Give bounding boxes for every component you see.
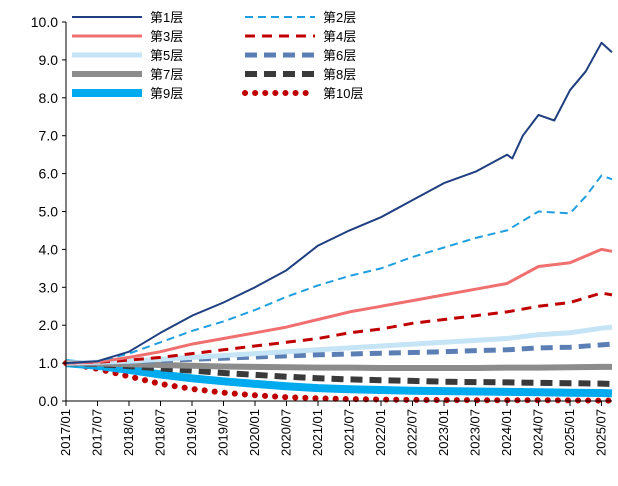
legend-label-5: 第5层 [150, 48, 183, 63]
x-tick-label: 2025/07 [594, 409, 609, 456]
x-tick-label: 2024/07 [531, 409, 546, 456]
x-tick-label: 2025/01 [562, 409, 577, 456]
series-line-1 [65, 41, 613, 365]
x-tick-label: 2021/01 [310, 409, 325, 456]
x-tick-label: 2023/07 [468, 409, 483, 456]
x-tick-label: 2024/01 [499, 409, 514, 456]
legend-label-3: 第3层 [150, 29, 183, 44]
x-tick-label: 2019/01 [184, 409, 199, 456]
legend-label-9: 第9层 [150, 86, 183, 101]
series-line-4 [65, 291, 613, 365]
y-tick-label: 8.0 [39, 90, 59, 106]
legend-label-2: 第2层 [323, 10, 356, 25]
y-tick-label: 9.0 [39, 52, 59, 68]
legend-label-7: 第7层 [150, 67, 183, 82]
x-tick-label: 2019/07 [216, 409, 231, 456]
legend-label-4: 第4层 [323, 29, 356, 44]
x-tick-label: 2017/07 [90, 409, 105, 456]
x-tick-label: 2018/01 [121, 409, 136, 456]
series-line-9 [65, 359, 613, 398]
y-tick-label: 2.0 [39, 317, 59, 333]
series-line-3 [65, 247, 613, 365]
series-line-5 [65, 324, 613, 366]
x-tick-label: 2020/01 [247, 409, 262, 456]
legend-label-6: 第6层 [323, 48, 356, 63]
y-tick-label: 6.0 [39, 166, 59, 182]
legend-label-8: 第8层 [323, 67, 356, 82]
y-tick-label: 10.0 [31, 14, 58, 30]
x-tick-label: 2018/07 [153, 409, 168, 456]
y-tick-label: 0.0 [39, 393, 59, 409]
x-tick-label: 2020/07 [279, 409, 294, 456]
y-tick-label: 7.0 [39, 128, 59, 144]
series-line-10 [63, 360, 615, 404]
y-tick-label: 4.0 [39, 241, 59, 257]
x-tick-label: 2017/01 [58, 409, 73, 456]
series-layer [63, 41, 615, 404]
x-tick-label: 2022/01 [373, 409, 388, 456]
x-tick-label: 2023/01 [436, 409, 451, 456]
series-line-7 [65, 360, 612, 371]
legend-label-1: 第1层 [150, 10, 183, 25]
legend-label-10: 第10层 [323, 86, 363, 101]
series-line-2 [65, 174, 613, 365]
x-tick-label: 2021/07 [342, 409, 357, 456]
x-tick-label: 2022/07 [405, 409, 420, 456]
y-tick-label: 5.0 [39, 204, 59, 220]
y-tick-label: 1.0 [39, 355, 59, 371]
y-tick-label: 3.0 [39, 279, 59, 295]
axes: 0.0 1.0 2.0 3.0 4.0 5.0 6.0 7.0 8.0 9.0 10.0 2017/0… [31, 14, 612, 456]
